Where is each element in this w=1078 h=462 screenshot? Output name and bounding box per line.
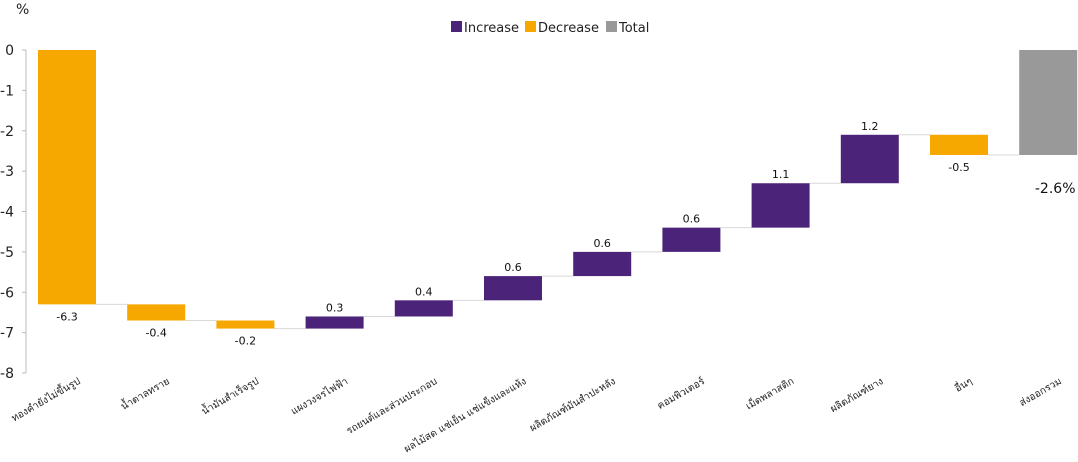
category-label: เม็ดพลาสติก [743,373,796,412]
legend-label-total: Total [618,21,649,36]
data-label: 1.2 [861,120,879,133]
data-label: 0.4 [415,285,433,298]
bar-increase [305,316,364,329]
data-labels: -6.3 -0.4 -0.2 0.3 0.4 0.6 0.6 0.6 1.1 1.2 -0.5 -2.… [56,120,1075,348]
y-axis: 0 -1 -2 -3 -4 -5 -6 -7 -8 [0,43,27,382]
category-labels: ทองคำยังไม่ขึ้นรูป น้ำตาลทราย น้ำมันสำเร็จ… [8,373,1063,455]
y-tick-label: -1 [0,83,14,99]
bar-decrease [127,304,186,321]
data-label: 1.1 [772,168,790,181]
y-tick-label: -8 [0,366,14,382]
bar-increase [394,300,453,317]
bar-decrease [38,50,96,305]
bar-increase [573,251,632,277]
legend-swatch-decrease [525,21,536,32]
bar-decrease [216,320,275,329]
data-label: -0.4 [145,327,166,340]
data-label: 0.3 [326,301,344,314]
y-tick-label: -4 [0,205,14,221]
bar-increase [751,183,810,228]
y-tick-label: -7 [0,326,14,342]
y-tick-label: 0 [5,43,14,59]
category-label: ทองคำยังไม่ขึ้นรูป [8,373,82,424]
connectors [96,134,1020,330]
data-label: 0.6 [593,237,611,250]
legend-label-increase: Increase [464,21,519,36]
legend-swatch-increase [451,21,462,32]
y-tick-label: -2 [0,124,14,140]
bar-increase [840,134,899,184]
data-label: 0.6 [683,213,701,226]
legend-label-decrease: Decrease [538,21,599,36]
data-label: 0.6 [504,261,522,274]
bar-increase [662,227,721,252]
data-label: -2.6% [1035,181,1076,197]
category-label: ผลิตภัณฑ์มันสำปะหลัง [528,375,618,434]
bars [38,50,1078,329]
y-unit-label: % [16,2,29,18]
data-label: -6.3 [56,310,77,323]
category-label: คอมพิวเตอร์ [655,375,707,412]
category-label: อื่นๆ [952,373,975,394]
y-tick-label: -6 [0,285,14,301]
category-label: รถยนต์และส่วนประกอบ [344,375,439,437]
category-label: ส่งออกรวม [1018,376,1064,409]
bar-increase [484,276,542,301]
data-label: -0.5 [948,161,969,174]
bar-total [1019,50,1078,155]
category-label: น้ำมันสำเร็จรูป [199,373,261,417]
category-label: น้ำตาลทราย [118,373,172,412]
bar-decrease [930,134,988,155]
legend: Increase Decrease Total [451,21,649,36]
data-label: -0.2 [235,335,256,348]
y-tick-label: -3 [0,164,14,180]
y-tick-label: -5 [0,245,14,261]
category-label: ผลิตภัณฑ์ยาง [828,375,885,415]
legend-swatch-total [606,21,617,32]
category-label: แผงวงจรไฟฟ้า [289,375,350,417]
